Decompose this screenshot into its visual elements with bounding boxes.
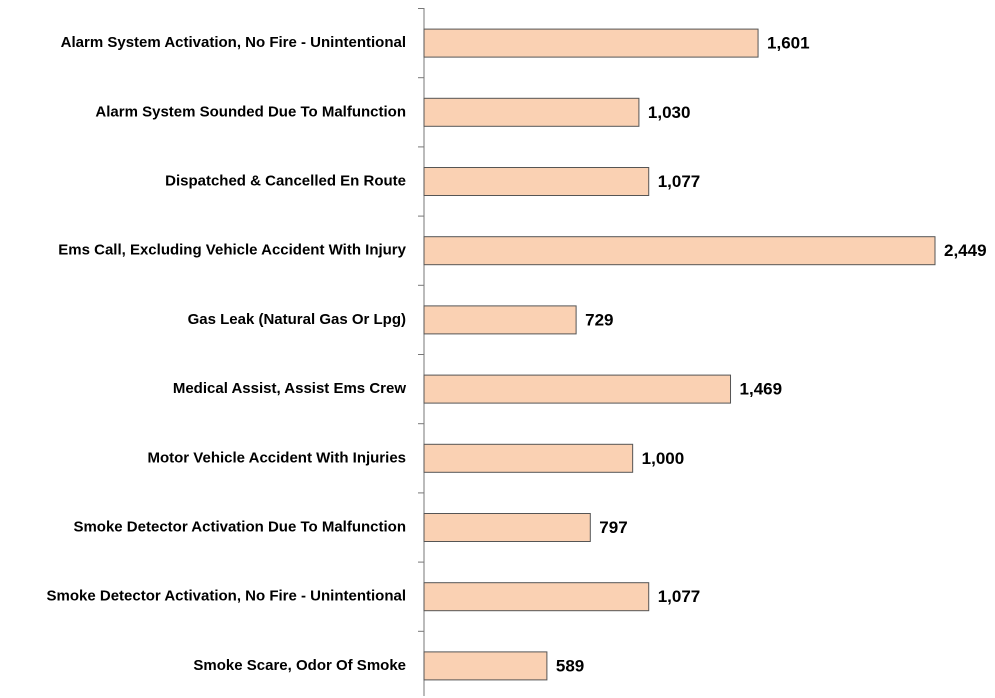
- bar: [423, 97, 640, 127]
- category-label: Smoke Detector Activation Due To Malfunc…: [73, 518, 406, 535]
- category-label: Gas Leak (Natural Gas Or Lpg): [188, 311, 406, 328]
- value-label: 589: [556, 656, 584, 675]
- value-label: 1,000: [642, 449, 685, 468]
- bar: [423, 236, 936, 266]
- bar: [423, 305, 577, 335]
- category-label: Smoke Scare, Odor Of Smoke: [193, 657, 406, 674]
- value-label: 1,030: [648, 103, 691, 122]
- bar: [423, 582, 650, 612]
- bar: [423, 374, 732, 404]
- value-label: 1,469: [740, 380, 783, 399]
- value-label: 1,601: [767, 34, 810, 53]
- bar: [423, 28, 759, 58]
- category-label: Alarm System Sounded Due To Malfunction: [95, 103, 406, 120]
- bar: [423, 651, 548, 681]
- value-label: 729: [585, 310, 613, 329]
- value-label: 1,077: [658, 172, 701, 191]
- bar: [423, 443, 634, 473]
- category-label: Dispatched & Cancelled En Route: [165, 172, 406, 189]
- category-label: Medical Assist, Assist Ems Crew: [173, 380, 406, 397]
- bar: [423, 167, 650, 196]
- category-label: Ems Call, Excluding Vehicle Accident Wit…: [58, 242, 406, 259]
- bar: [423, 513, 591, 542]
- value-label: 2,449: [944, 241, 987, 260]
- category-label: Alarm System Activation, No Fire - Unint…: [61, 34, 406, 51]
- value-label: 797: [599, 518, 627, 537]
- category-label: Smoke Detector Activation, No Fire - Uni…: [47, 588, 407, 605]
- value-label: 1,077: [658, 587, 701, 606]
- category-label: Motor Vehicle Accident With Injuries: [147, 449, 406, 466]
